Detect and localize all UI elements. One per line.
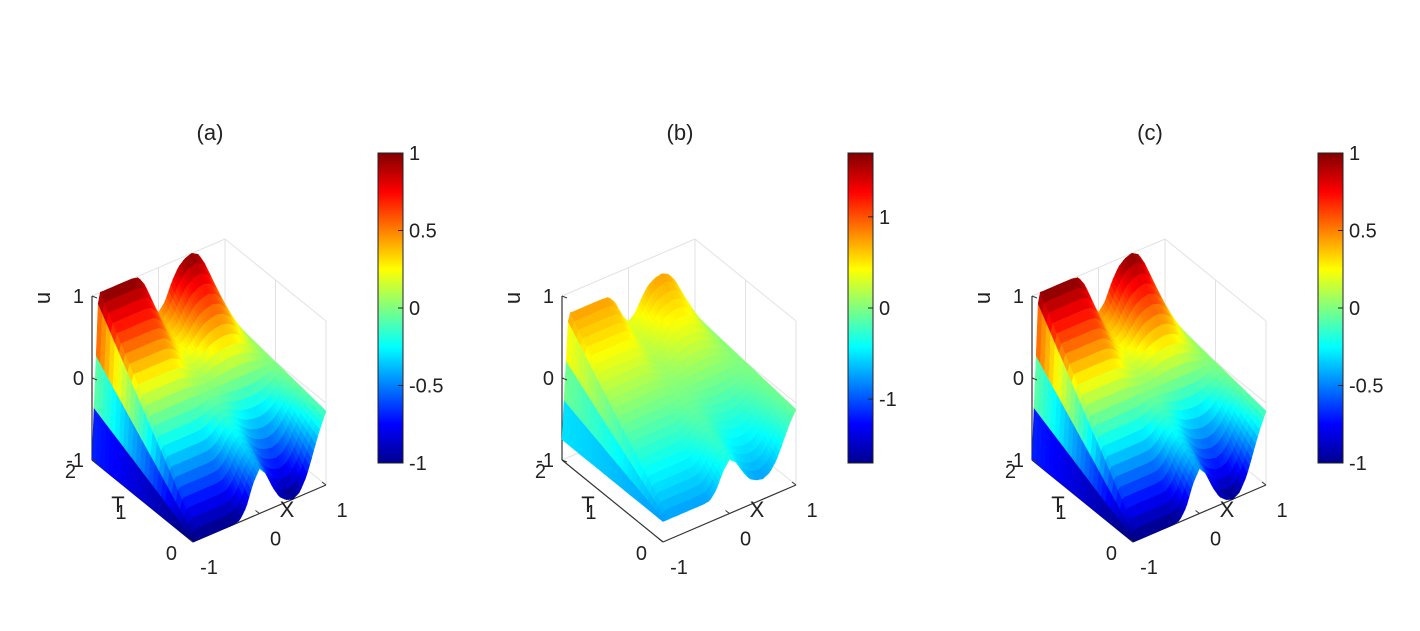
x-tick-label: 1 xyxy=(806,500,817,522)
colorbar-tick-label: -0.5 xyxy=(1349,376,1383,398)
colorbar-tick-label: -1 xyxy=(409,453,427,475)
t-tick-label: 1 xyxy=(585,502,596,524)
surface-panel: (c) -1 0 1 u 0 1 2 T -1 0 1 X -1 -0.5 0 0.5 1 xyxy=(970,120,1383,579)
surface-panel: (b) -1 0 1 u 0 1 2 T -1 0 1 X -1 0 1 xyxy=(500,120,897,579)
t-tick-label: 2 xyxy=(65,461,76,483)
chart-title: (a) xyxy=(197,120,224,145)
surface xyxy=(1031,252,1267,543)
colorbar-tick-label: 0 xyxy=(409,298,420,320)
t-axis-label: T xyxy=(1051,492,1064,517)
t-tick-label: 0 xyxy=(636,543,647,565)
u-tick-mark xyxy=(1031,377,1038,381)
t-tick-label: 1 xyxy=(1055,502,1066,524)
x-tick-mark xyxy=(1128,538,1134,543)
u-axis-label: u xyxy=(500,292,525,304)
colorbar-tick-label: -0.5 xyxy=(409,376,443,398)
x-tick-mark xyxy=(321,481,327,486)
u-tick-mark xyxy=(1031,295,1038,299)
x-axis-label: X xyxy=(1220,497,1235,522)
x-tick-mark xyxy=(791,481,797,486)
x-tick-label: 0 xyxy=(270,529,281,551)
t-axis-line xyxy=(561,459,664,543)
x-tick-label: -1 xyxy=(1140,557,1158,579)
t-tick-label: 0 xyxy=(1106,543,1117,565)
t-axis-label: T xyxy=(111,492,124,517)
t-tick-label: 0 xyxy=(166,543,177,565)
u-tick-label: 1 xyxy=(543,286,554,308)
x-tick-mark xyxy=(188,538,194,543)
t-tick-label: 2 xyxy=(535,461,546,483)
u-tick-label: 0 xyxy=(73,368,84,390)
colorbar-tick-label: -1 xyxy=(879,389,897,411)
t-tick-label: 2 xyxy=(1005,461,1016,483)
surface xyxy=(91,252,327,543)
x-axis-label: X xyxy=(280,497,295,522)
u-tick-label: 0 xyxy=(1013,368,1024,390)
u-tick-label: 1 xyxy=(73,286,84,308)
x-tick-mark xyxy=(1261,481,1267,486)
x-tick-label: -1 xyxy=(670,557,688,579)
u-tick-label: 1 xyxy=(1013,286,1024,308)
x-tick-label: 0 xyxy=(1210,529,1221,551)
u-tick-mark xyxy=(561,295,568,299)
x-tick-mark xyxy=(1195,510,1200,514)
u-tick-mark xyxy=(91,377,98,381)
u-tick-mark xyxy=(1031,459,1038,463)
colorbar-tick-label: 0.5 xyxy=(1349,221,1377,243)
x-axis-label: X xyxy=(750,497,765,522)
colorbar-tick-label: 0.5 xyxy=(409,221,437,243)
u-tick-label: 0 xyxy=(543,368,554,390)
t-axis-label: T xyxy=(581,492,594,517)
surface-panel: (a) -1 0 1 u 0 1 2 T -1 0 1 X -1 -0.5 0 0.5 1 xyxy=(30,120,443,579)
u-tick-mark xyxy=(561,377,568,381)
u-tick-label: -1 xyxy=(1006,450,1024,472)
chart-title: (b) xyxy=(667,120,694,145)
colorbar-tick-label: -1 xyxy=(1349,453,1367,475)
x-tick-mark xyxy=(725,510,730,514)
surface-patch xyxy=(789,405,797,415)
colorbar-tick-label: 1 xyxy=(409,143,420,165)
u-axis-label: u xyxy=(970,292,995,304)
x-tick-label: 1 xyxy=(1276,500,1287,522)
x-tick-label: 0 xyxy=(740,529,751,551)
u-axis-label: u xyxy=(30,292,55,304)
u-tick-mark xyxy=(91,295,98,299)
u-tick-mark xyxy=(91,459,98,463)
u-tick-label: -1 xyxy=(536,450,554,472)
surface-patch xyxy=(1259,406,1267,418)
colorbar-tick-label: 1 xyxy=(1349,143,1360,165)
surface-patch xyxy=(319,406,327,418)
colorbar-tick-label: 0 xyxy=(879,298,890,320)
surface xyxy=(561,273,797,522)
x-tick-mark xyxy=(658,538,664,543)
chart-title: (c) xyxy=(1137,120,1163,145)
colorbar-tick-label: 1 xyxy=(879,207,890,229)
x-tick-label: -1 xyxy=(200,557,218,579)
x-tick-mark xyxy=(255,510,260,514)
colorbar-tick-label: 0 xyxy=(1349,298,1360,320)
t-tick-label: 1 xyxy=(115,502,126,524)
x-tick-label: 1 xyxy=(336,500,347,522)
u-tick-label: -1 xyxy=(66,450,84,472)
u-tick-mark xyxy=(561,459,568,463)
